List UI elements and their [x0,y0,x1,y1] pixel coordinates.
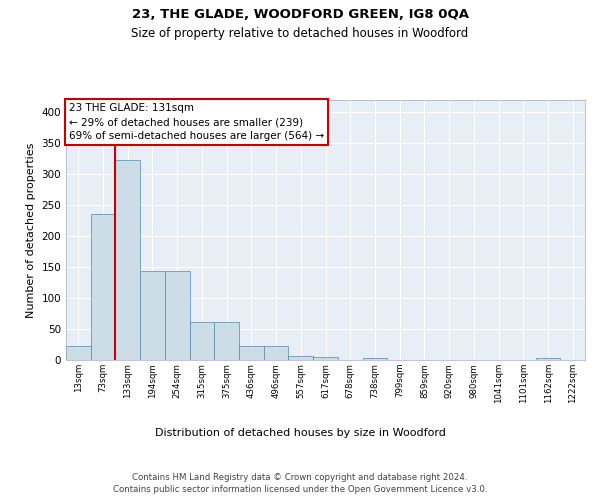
Text: 23, THE GLADE, WOODFORD GREEN, IG8 0QA: 23, THE GLADE, WOODFORD GREEN, IG8 0QA [131,8,469,20]
Bar [313,357,338,360]
Bar [263,346,289,360]
Text: 23 THE GLADE: 131sqm
← 29% of detached houses are smaller (239)
69% of semi-deta: 23 THE GLADE: 131sqm ← 29% of detached h… [69,103,324,141]
Bar [91,214,115,360]
Bar [115,160,140,360]
Bar [239,346,263,360]
Bar [140,271,164,360]
Text: Size of property relative to detached houses in Woodford: Size of property relative to detached ho… [131,28,469,40]
Bar [164,271,190,360]
Text: Distribution of detached houses by size in Woodford: Distribution of detached houses by size … [155,428,445,438]
Bar [190,322,214,360]
Y-axis label: Number of detached properties: Number of detached properties [26,142,36,318]
Bar [66,346,91,360]
Bar [214,322,239,360]
Bar [289,356,313,360]
Bar [536,358,560,360]
Text: Contains HM Land Registry data © Crown copyright and database right 2024.
Contai: Contains HM Land Registry data © Crown c… [113,472,487,494]
Bar [362,358,388,360]
